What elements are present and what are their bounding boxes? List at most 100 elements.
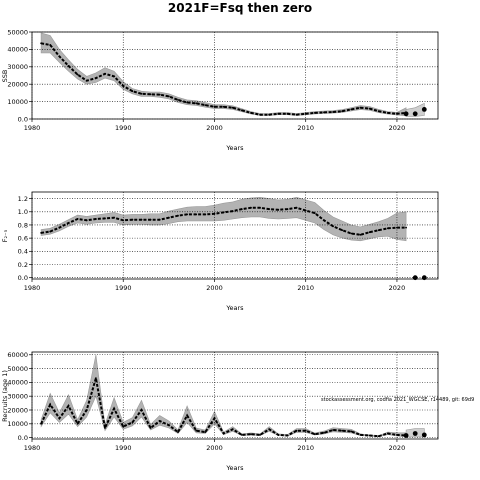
data-point — [277, 434, 280, 436]
data-point — [122, 425, 125, 428]
x-tick-label: 2020 — [389, 124, 406, 132]
data-point — [204, 213, 207, 216]
y-tick-label: 0.4 — [18, 248, 28, 256]
data-point — [250, 206, 252, 209]
data-point — [396, 434, 398, 436]
data-point — [186, 414, 189, 417]
data-point — [368, 107, 371, 110]
y-axis-label: SSB — [1, 70, 9, 83]
data-point — [40, 232, 42, 234]
panel-2: 1980 1990 2000 2010 2020 0.0 0.2 0.4 0.6 0.8 1.0 1.… — [1, 191, 439, 312]
data-point — [49, 403, 52, 406]
data-point — [177, 431, 179, 433]
y-axis-label: Recruits (age 1) — [1, 370, 9, 422]
y-tick-label: 40000 — [7, 46, 28, 54]
data-point — [231, 428, 234, 431]
data-point — [131, 421, 134, 424]
data-point — [323, 431, 325, 434]
data-point — [341, 110, 344, 113]
data-point — [58, 417, 61, 420]
data-point — [295, 113, 298, 116]
data-point — [158, 218, 161, 221]
data-point — [67, 222, 70, 224]
data-point — [268, 113, 271, 116]
data-point — [386, 227, 389, 230]
data-point — [240, 109, 243, 112]
data-point — [204, 104, 207, 106]
data-point — [49, 44, 52, 46]
data-point — [359, 434, 362, 436]
data-point — [122, 85, 125, 87]
data-point — [386, 432, 389, 435]
data-point — [295, 429, 298, 432]
data-point — [341, 229, 344, 232]
x-tick-label: 2010 — [297, 444, 314, 452]
data-point — [168, 424, 170, 427]
data-point — [168, 216, 170, 219]
x-tick-label: 1990 — [115, 124, 132, 132]
y-tick-label: 0.2 — [18, 261, 28, 269]
forecast-point — [421, 432, 427, 438]
forecast-band — [405, 102, 425, 117]
data-point — [250, 433, 252, 436]
data-point — [304, 112, 307, 115]
data-point — [122, 219, 125, 222]
data-point — [277, 112, 280, 115]
data-point — [213, 417, 216, 420]
data-point — [149, 218, 152, 221]
data-point — [222, 211, 225, 214]
data-point — [268, 428, 271, 431]
data-point — [195, 102, 198, 105]
y-tick-label: 30000 — [7, 392, 28, 400]
data-point — [304, 429, 307, 432]
y-tick-label: 30000 — [7, 63, 28, 71]
plot-frame — [31, 31, 439, 120]
y-tick-label: 1.0 — [18, 208, 28, 216]
data-point — [231, 210, 234, 213]
data-point — [140, 92, 143, 95]
data-point — [140, 409, 143, 411]
data-point — [177, 99, 179, 101]
y-tick-label: 0.8 — [18, 221, 28, 229]
data-point — [368, 434, 371, 437]
x-axis-label: Years — [225, 464, 244, 472]
x-axis-label: Years — [225, 304, 244, 312]
x-tick-label: 1990 — [115, 284, 132, 292]
data-point — [49, 230, 52, 233]
forecast-point — [403, 111, 409, 117]
confidence-band — [40, 354, 407, 438]
data-point — [113, 75, 115, 78]
data-point — [341, 429, 344, 432]
data-point — [131, 90, 134, 93]
data-point — [377, 229, 380, 232]
data-point — [259, 206, 261, 209]
y-tick-label: 50000 — [7, 365, 28, 373]
data-point — [323, 111, 325, 114]
y-tick-label: 1.2 — [18, 195, 28, 203]
data-point — [58, 55, 61, 58]
data-point — [295, 206, 298, 209]
data-point — [67, 65, 70, 67]
data-point — [313, 212, 316, 215]
data-point — [195, 213, 198, 216]
x-tick-label: 1980 — [24, 444, 41, 452]
data-point — [268, 208, 271, 211]
y-tick-label: 20000 — [7, 406, 28, 414]
x-tick-label: 2020 — [389, 284, 406, 292]
data-point — [213, 212, 216, 215]
data-point — [222, 105, 225, 108]
data-point — [259, 113, 261, 116]
data-point — [368, 231, 371, 234]
data-point — [158, 93, 161, 96]
data-point — [405, 226, 407, 229]
data-point — [323, 219, 325, 222]
data-point — [85, 219, 88, 222]
x-axis-label: Years — [225, 144, 244, 152]
data-point — [195, 429, 198, 432]
data-point — [377, 435, 380, 438]
data-point — [67, 405, 70, 407]
confidence-band — [40, 196, 407, 242]
forecast-point — [403, 433, 409, 438]
data-point — [58, 226, 61, 229]
